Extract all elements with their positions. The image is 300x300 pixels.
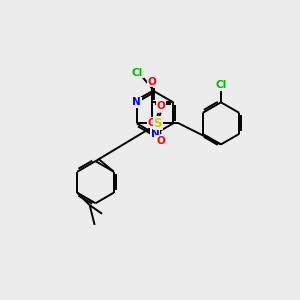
Text: S: S bbox=[154, 117, 162, 130]
Text: O: O bbox=[148, 118, 157, 128]
Text: Cl: Cl bbox=[132, 68, 143, 78]
Text: N: N bbox=[132, 97, 141, 107]
Text: O: O bbox=[148, 77, 157, 87]
Text: N: N bbox=[151, 129, 159, 139]
Text: O: O bbox=[156, 101, 165, 111]
Text: Cl: Cl bbox=[215, 80, 226, 91]
Text: O: O bbox=[156, 136, 165, 146]
